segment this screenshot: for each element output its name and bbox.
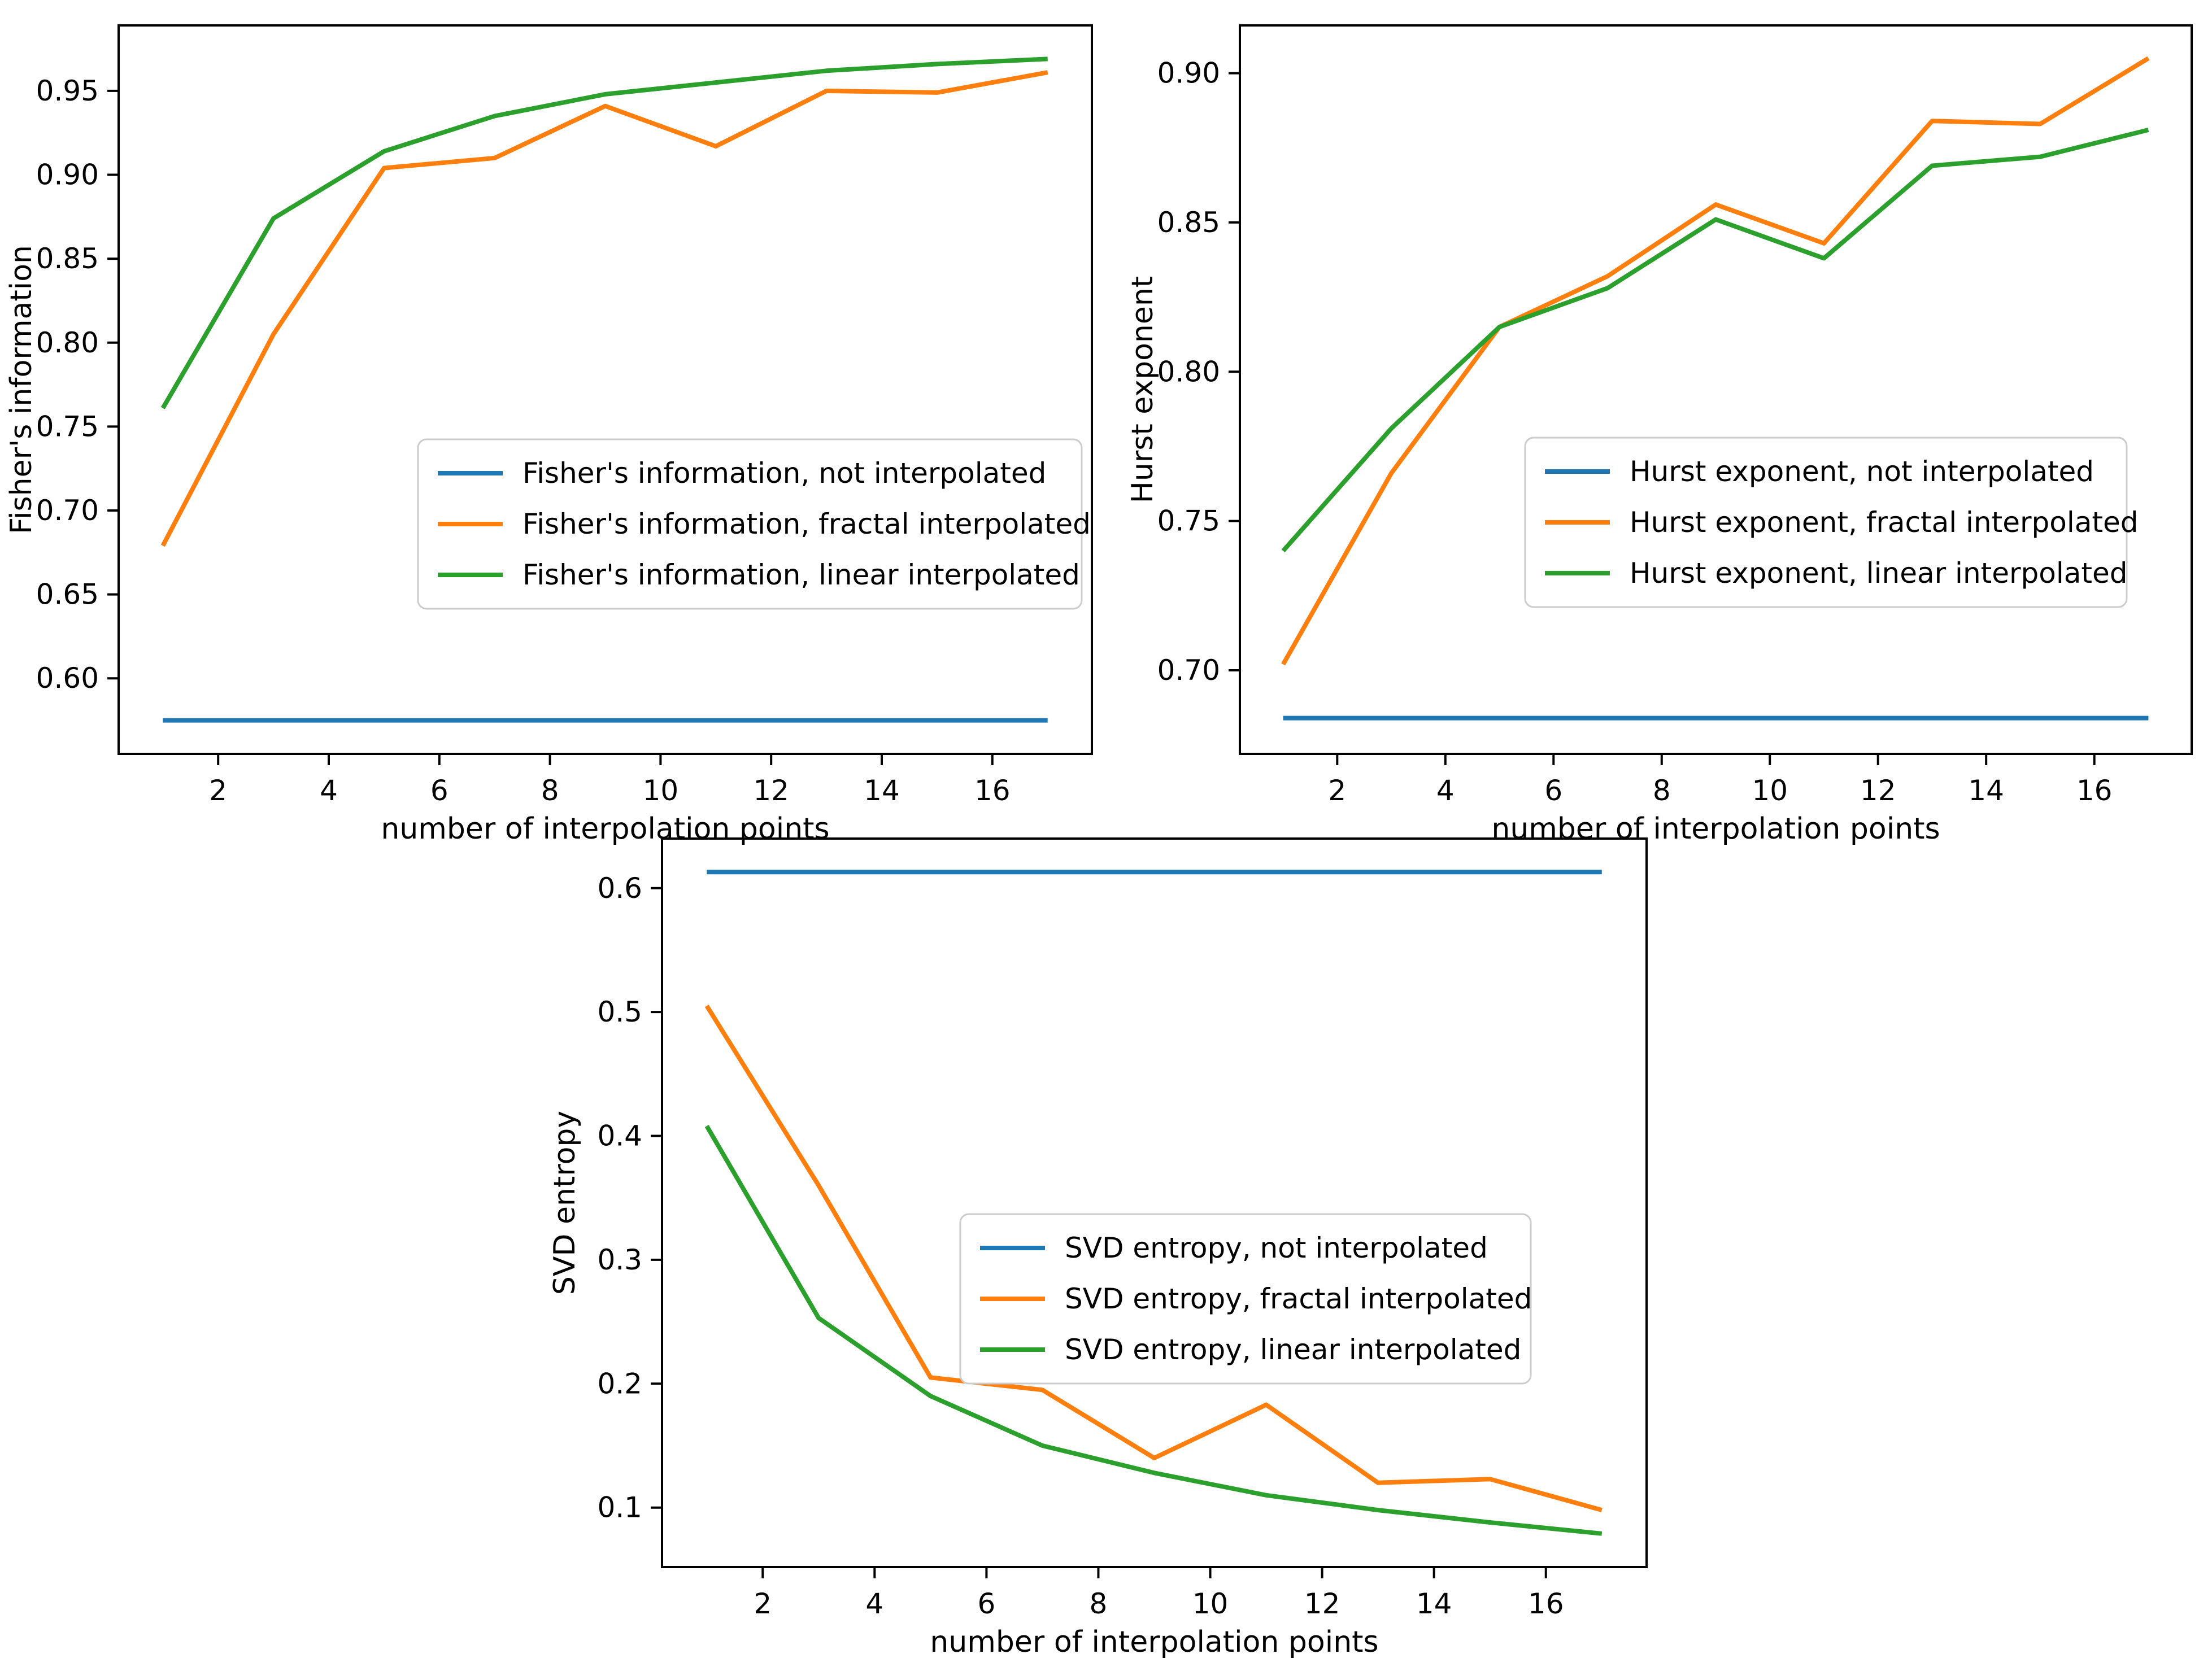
legend-entry-linear-interpolated: Hurst exponent, linear interpolated: [1545, 557, 2128, 590]
x-tick-label: 2: [1328, 774, 1346, 807]
y-tick-label: 0.95: [36, 75, 99, 107]
x-tick-label: 8: [1090, 1587, 1108, 1620]
legend-label: SVD entropy, fractal interpolated: [1065, 1282, 1532, 1315]
subplot-svd-entropy: 2 4 6 8 10 12 14 16 0.1 0.2 0.3 0.4 0.5 0.6 number of …: [548, 837, 1648, 1659]
x-axis-label: number of interpolation points: [930, 1625, 1378, 1659]
legend-box: [959, 1213, 1532, 1385]
plot-frame: [1239, 24, 2193, 755]
legend: SVD entropy, not interpolated SVD entropy…: [959, 1213, 1532, 1385]
y-tick-label: 0.1: [597, 1491, 642, 1524]
plot-frame: [117, 24, 1093, 755]
x-tick-label: 4: [865, 1587, 883, 1620]
y-tick-label: 0.85: [36, 242, 99, 275]
y-tick-label: 0.5: [597, 996, 642, 1028]
legend-box: [1524, 437, 2128, 608]
x-tick-label: 10: [1192, 1587, 1229, 1620]
y-tick-label: 0.65: [36, 578, 99, 611]
y-axis-label: Hurst exponent: [1126, 276, 1160, 503]
x-tick-label: 12: [753, 774, 789, 807]
x-tick-label: 14: [1416, 1587, 1452, 1620]
x-tick-label: 8: [541, 774, 559, 807]
legend-label: Fisher's information, not interpolated: [522, 457, 1046, 490]
x-tick-label: 12: [1304, 1587, 1340, 1620]
subplot-fishers-information: 2 4 6 8 10 12 14 16 0.60 0.65 0.70 0.75 0.80 0.85 0.90…: [5, 24, 1093, 846]
x-tick-label: 16: [974, 774, 1011, 807]
x-tick-label: 4: [1436, 774, 1455, 807]
series-line-fractal-interpolated: [160, 70, 1048, 547]
x-tick-label: 10: [1752, 774, 1788, 807]
x-axis-label: number of interpolation points: [381, 812, 829, 846]
y-tick-label: 0.80: [36, 326, 99, 359]
x-tick-label: 6: [1544, 774, 1562, 807]
legend-box: [417, 438, 1083, 610]
x-tick-label: 14: [1968, 774, 2004, 807]
y-tick-label: 0.2: [597, 1367, 642, 1400]
legend-label: Hurst exponent, fractal interpolated: [1630, 506, 2139, 539]
legend-label: SVD entropy, linear interpolated: [1065, 1333, 1521, 1366]
legend-entry-not-interpolated: SVD entropy, not interpolated: [980, 1232, 1488, 1264]
legend-label: Fisher's information, fractal interpolat…: [522, 508, 1091, 540]
legend: Fisher's information, not interpolated Fi…: [417, 438, 1091, 610]
y-axis-label: SVD entropy: [548, 1111, 582, 1295]
x-tick-label: 8: [1653, 774, 1671, 807]
legend-label: Hurst exponent, linear interpolated: [1630, 557, 2128, 590]
y-tick-label: 0.75: [36, 410, 99, 443]
series-line-linear-interpolated: [1281, 128, 2149, 553]
legend-entry-not-interpolated: Fisher's information, not interpolated: [438, 457, 1046, 490]
series-line-fractal-interpolated: [1281, 56, 2150, 666]
y-tick-label: 0.90: [36, 159, 99, 191]
legend-entry-fractal-interpolated: Fisher's information, fractal interpolat…: [438, 508, 1091, 540]
legend-entry-fractal-interpolated: SVD entropy, fractal interpolated: [980, 1282, 1532, 1315]
y-tick-label: 0.80: [1157, 355, 1220, 388]
legend-label: Fisher's information, linear interpolate…: [522, 558, 1080, 591]
x-axis-label: number of interpolation points: [1491, 812, 1940, 846]
subplot-hurst-exponent: 2 4 6 8 10 12 14 16 0.70 0.75 0.80 0.85 0.90 number o…: [1126, 24, 2193, 846]
y-tick-label: 0.6: [597, 872, 642, 905]
x-tick-label: 16: [1528, 1587, 1564, 1620]
legend-entry-linear-interpolated: Fisher's information, linear interpolate…: [438, 558, 1080, 591]
legend: Hurst exponent, not interpolated Hurst ex…: [1524, 437, 2139, 608]
y-tick-label: 0.70: [1157, 654, 1220, 687]
y-tick-label: 0.4: [597, 1120, 642, 1153]
y-axis-label: Fisher's information: [5, 245, 38, 534]
x-tick-label: 14: [864, 774, 900, 807]
plot-frame: [661, 837, 1648, 1568]
x-tick-label: 12: [1860, 774, 1896, 807]
y-tick-label: 0.60: [36, 662, 99, 695]
legend-label: SVD entropy, not interpolated: [1065, 1232, 1488, 1264]
y-tick-label: 0.70: [36, 494, 99, 527]
y-tick-label: 0.75: [1157, 505, 1220, 538]
legend-entry-linear-interpolated: SVD entropy, linear interpolated: [980, 1333, 1521, 1366]
x-tick-label: 2: [209, 774, 227, 807]
y-tick-label: 0.85: [1157, 206, 1220, 239]
x-tick-label: 6: [977, 1587, 995, 1620]
legend-entry-fractal-interpolated: Hurst exponent, fractal interpolated: [1545, 506, 2139, 539]
x-tick-label: 2: [754, 1587, 772, 1620]
series-line-linear-interpolated: [704, 1124, 1603, 1536]
y-tick-label: 0.90: [1157, 57, 1220, 90]
x-tick-label: 4: [320, 774, 338, 807]
x-tick-label: 6: [430, 774, 449, 807]
series-line-linear-interpolated: [160, 56, 1048, 409]
x-tick-label: 16: [2076, 774, 2113, 807]
legend-label: Hurst exponent, not interpolated: [1630, 455, 2094, 488]
x-tick-label: 10: [643, 774, 679, 807]
y-tick-label: 0.3: [597, 1243, 642, 1276]
series-line-fractal-interpolated: [704, 1005, 1603, 1512]
legend-entry-not-interpolated: Hurst exponent, not interpolated: [1545, 455, 2094, 488]
